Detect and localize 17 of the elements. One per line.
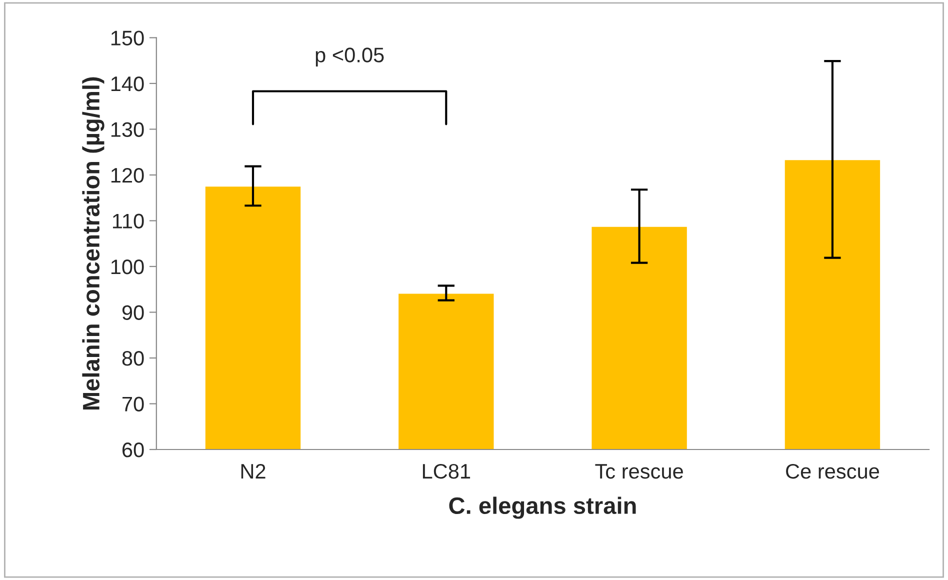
y-tick-label: 80 bbox=[122, 350, 144, 366]
x-tick-label: Tc rescue bbox=[595, 464, 683, 479]
y-tick-label: 90 bbox=[122, 305, 144, 320]
y-tick-label: 110 bbox=[112, 214, 144, 228]
y-axis-title: Melanin concentration (µg/ml) bbox=[82, 77, 104, 410]
y-tick-label: 150 bbox=[111, 30, 144, 46]
annotation: p <0.05 bbox=[316, 48, 384, 67]
y-tick-label: 60 bbox=[122, 442, 144, 458]
y-tick-label: 120 bbox=[111, 168, 144, 183]
x-tick-label: N2 bbox=[241, 464, 266, 478]
y-tick-label: 100 bbox=[111, 259, 144, 274]
y-tick-label: 140 bbox=[111, 76, 144, 92]
x-tick-label: Ce rescue bbox=[786, 464, 880, 479]
x-axis-title: C. elegans strain bbox=[449, 496, 636, 519]
y-tick-label: 70 bbox=[122, 396, 144, 412]
y-tick-label: 130 bbox=[111, 122, 144, 137]
x-tick-label: LC81 bbox=[422, 464, 470, 479]
